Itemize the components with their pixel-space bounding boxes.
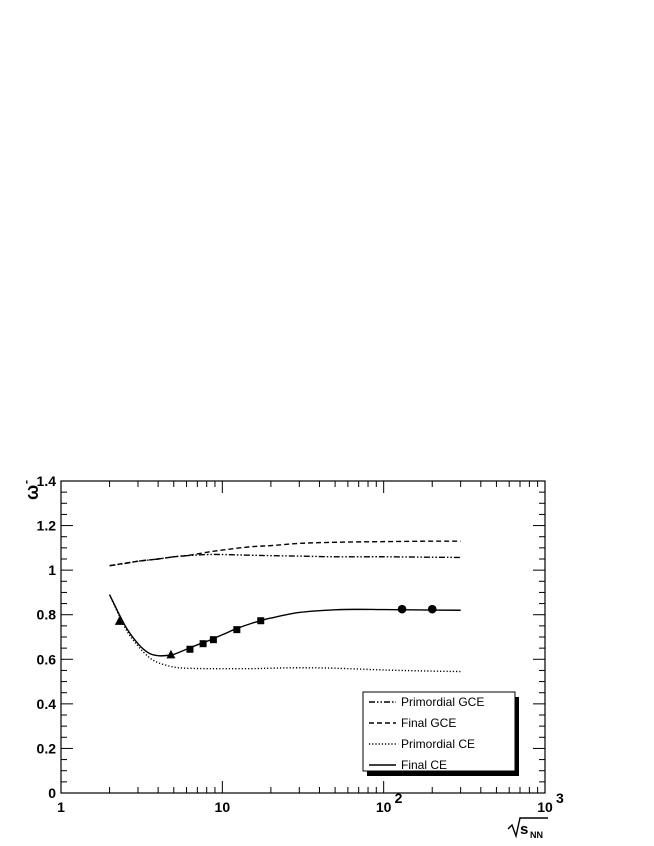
- circle-marker: [427, 604, 437, 614]
- y-axis: 0 0.2 0.4 0.6 0.8 1 1.2 1.4: [37, 473, 545, 801]
- y-tick-label: 0.8: [37, 607, 57, 623]
- series-line-primordial-gce: [109, 553, 461, 567]
- data-markers: [114, 604, 437, 659]
- series-line-primordial-ce: [108, 594, 461, 673]
- y-axis-title: ω -: [19, 480, 42, 500]
- y-axis-title-minus: -: [19, 480, 33, 484]
- legend-label: Primordial CE: [401, 737, 475, 751]
- x-axis-title: s NN: [507, 817, 548, 840]
- square-marker: [199, 640, 207, 648]
- y-axis-title-omega: ω: [22, 485, 42, 500]
- x-tick-label: 1: [57, 799, 65, 815]
- legend-label: Final CE: [401, 758, 447, 772]
- circle-marker: [397, 604, 407, 614]
- square-marker: [257, 617, 265, 625]
- y-tick-label: 1.4: [37, 473, 57, 489]
- x-tick-exponent: 2: [395, 790, 403, 806]
- y-tick-label: 1: [48, 562, 56, 578]
- x-tick-label: 10: [537, 799, 553, 815]
- legend-box: [362, 691, 516, 772]
- series-curves: [108, 540, 461, 673]
- x-tick-label: 10: [215, 799, 231, 815]
- legend-label: Final GCE: [401, 716, 456, 730]
- y-tick-label: 0: [48, 785, 56, 801]
- legend-label: Primordial GCE: [401, 695, 484, 709]
- x-axis-title-nn: NN: [530, 830, 543, 840]
- square-marker: [233, 626, 241, 634]
- y-tick-label: 0.2: [37, 740, 57, 756]
- series-line-final-gce: [109, 540, 461, 567]
- square-marker: [209, 636, 217, 644]
- x-tick-exponent: 3: [556, 790, 564, 806]
- y-tick-label: 0.4: [37, 696, 57, 712]
- x-axis-title-s: s: [520, 821, 528, 838]
- y-tick-label: 0.6: [37, 651, 57, 667]
- y-tick-label: 1.2: [37, 518, 57, 534]
- square-marker: [186, 645, 194, 653]
- legend: Primordial GCE Final GCE Primordial CE Fina…: [362, 691, 519, 776]
- x-tick-label: 10: [376, 799, 392, 815]
- triangle-marker: [166, 649, 176, 659]
- series-line-final-ce: [108, 594, 461, 657]
- triangle-marker: [114, 616, 124, 625]
- sqrt-symbol: [507, 817, 548, 839]
